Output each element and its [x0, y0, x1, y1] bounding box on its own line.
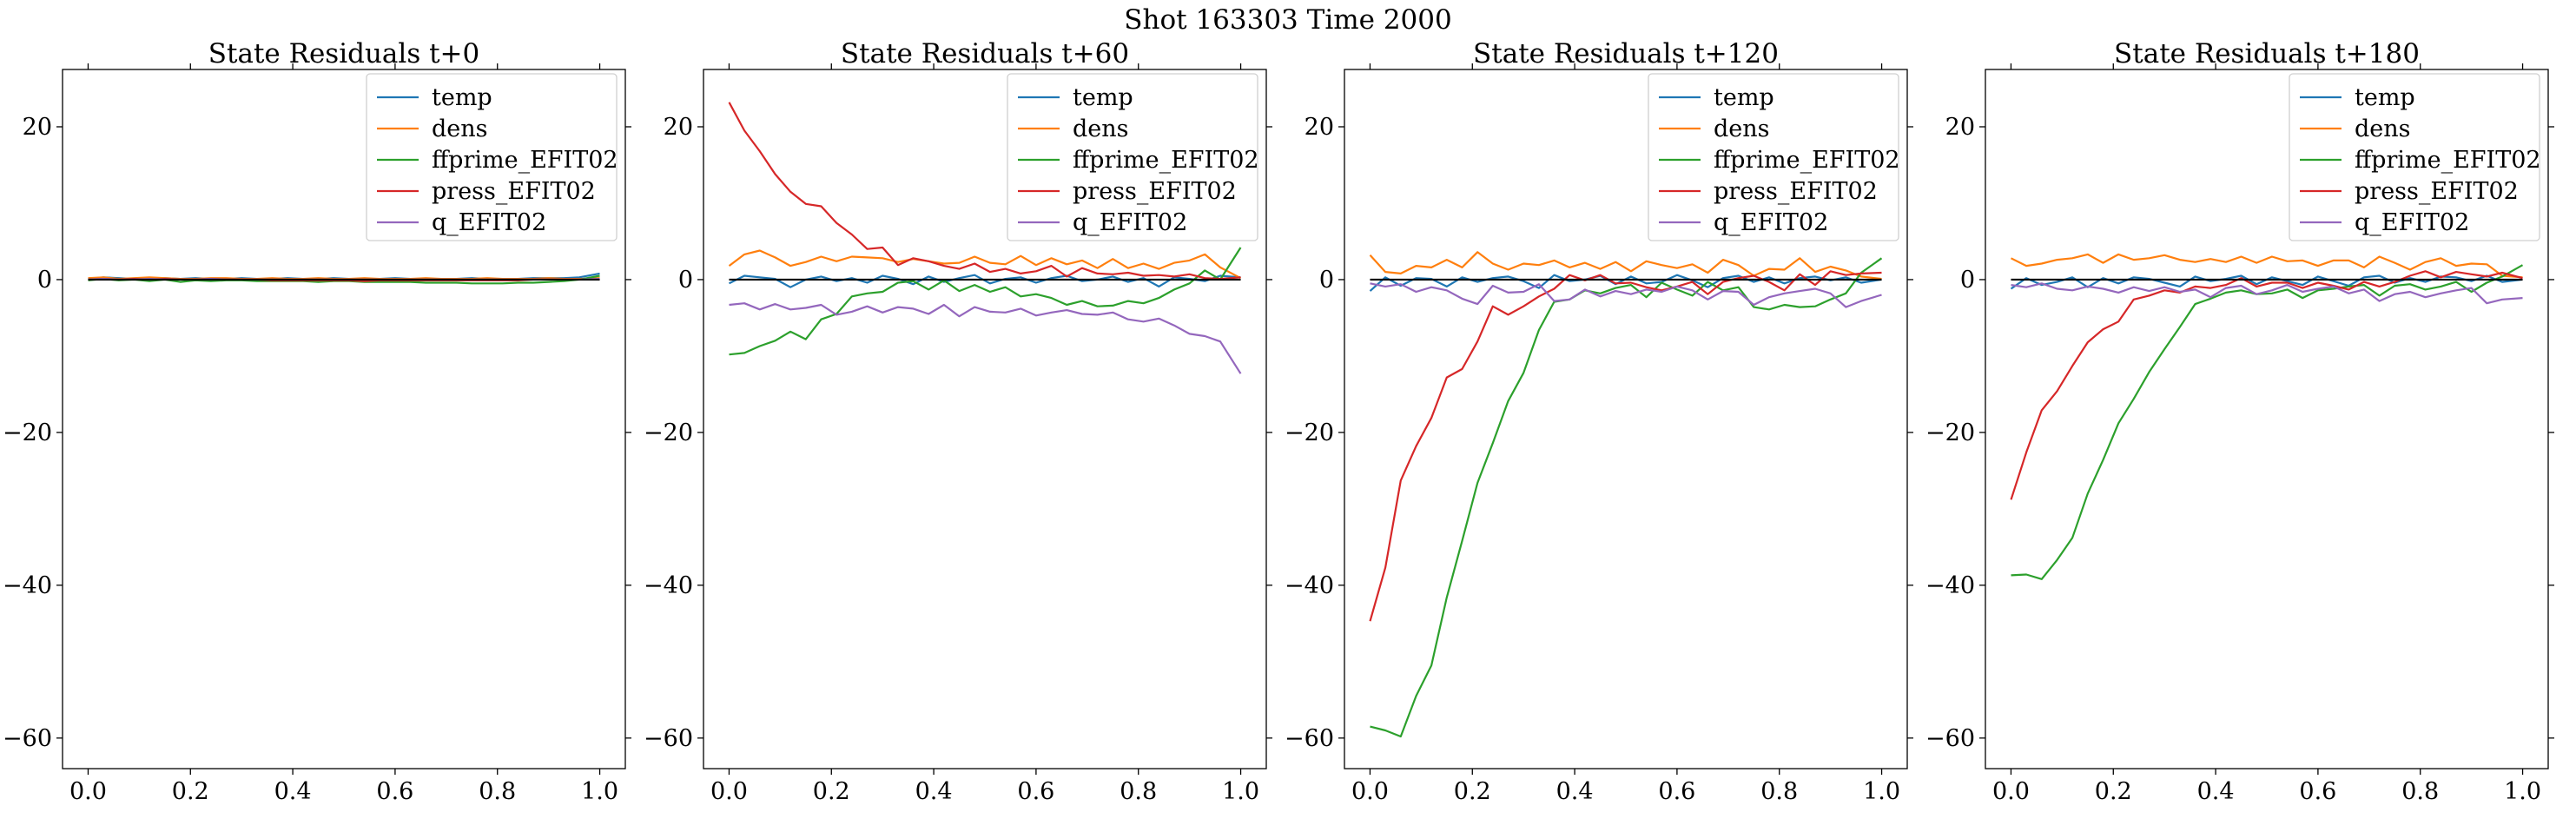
series-line-press_EFIT02: [728, 102, 1241, 281]
x-tick-label: 1.0: [581, 778, 618, 805]
y-tick-label: 0: [37, 267, 52, 294]
legend-label-ffprime_EFIT02: ffprime_EFIT02: [1714, 147, 1900, 174]
subplot-3: State Residuals t+120 0.0 0.2 0.4 0.6 0.8 1.0 2…: [1285, 38, 1913, 805]
legend: temp dens ffprime_EFIT02 press_EFIT02 q_EFIT…: [1648, 73, 1900, 241]
subplot-1: State Residuals t+0 0.0 0.2 0.4 0.6 0.8 1.0 20 0…: [3, 38, 631, 805]
series-line-ffprime_EFIT02: [1370, 257, 1883, 738]
y-tick-label: −40: [3, 572, 52, 599]
series-line-dens: [1369, 251, 1882, 281]
x-tick-label: 0.6: [376, 778, 413, 805]
axes-frame: [62, 69, 626, 769]
y-tick-label: −40: [644, 572, 693, 599]
y-tick-label: 0: [678, 267, 693, 294]
y-tick-label: 0: [1319, 267, 1334, 294]
x-tick-label: 0.4: [1556, 778, 1594, 805]
subplot-4: State Residuals t+180 0.0 0.2 0.4 0.6 0.8 1.0 2…: [1925, 38, 2554, 805]
y-tick-label: −40: [1925, 572, 1975, 599]
x-tick-label: 0.0: [710, 778, 748, 805]
subplot-title: State Residuals t+0: [208, 38, 479, 69]
series-line-dens: [2011, 253, 2523, 279]
legend-label-ffprime_EFIT02: ffprime_EFIT02: [432, 147, 618, 174]
legend-box: [2289, 73, 2540, 241]
x-tick-label: 0.2: [813, 778, 850, 805]
axes-frame: [703, 69, 1267, 769]
x-tick-label: 0.4: [2197, 778, 2235, 805]
series-line-temp: [729, 274, 1241, 288]
legend-label-q_EFIT02: q_EFIT02: [2355, 209, 2469, 236]
legend-label-temp: temp: [2355, 84, 2415, 111]
x-tick-label: 0.2: [1454, 778, 1491, 805]
legend-label-temp: temp: [1073, 84, 1133, 111]
legend: temp dens ffprime_EFIT02 press_EFIT02 q_EFIT…: [1007, 73, 1259, 241]
legend-box: [366, 73, 618, 241]
y-tick-label: −60: [3, 725, 52, 752]
x-tick-label: 0.6: [1017, 778, 1054, 805]
series-line-q_EFIT02: [2011, 282, 2523, 305]
legend-label-q_EFIT02: q_EFIT02: [432, 209, 546, 236]
series-line-dens: [728, 249, 1242, 280]
x-tick-label: 0.0: [1992, 778, 2030, 805]
subplot-title: State Residuals t+60: [841, 38, 1129, 69]
series-line-q_EFIT02: [1370, 282, 1882, 308]
x-tick-label: 0.2: [2095, 778, 2132, 805]
axes-frame: [1985, 69, 2549, 769]
series-line-q_EFIT02: [729, 302, 1242, 374]
axes-frame: [1344, 69, 1908, 769]
legend-label-press_EFIT02: press_EFIT02: [432, 178, 596, 205]
x-tick-label: 0.0: [1351, 778, 1389, 805]
legend-label-press_EFIT02: press_EFIT02: [2355, 178, 2519, 205]
x-tick-label: 1.0: [2504, 778, 2541, 805]
legend-label-dens: dens: [2355, 116, 2411, 142]
y-tick-label: −20: [644, 419, 693, 446]
legend-label-ffprime_EFIT02: ffprime_EFIT02: [1073, 147, 1259, 174]
legend-label-press_EFIT02: press_EFIT02: [1714, 178, 1878, 205]
subplot-title: State Residuals t+180: [2114, 38, 2420, 69]
legend-label-dens: dens: [432, 116, 488, 142]
series-line-ffprime_EFIT02: [729, 247, 1242, 356]
x-tick-label: 0.4: [915, 778, 953, 805]
y-tick-label: −20: [1285, 419, 1334, 446]
x-tick-label: 0.2: [172, 778, 209, 805]
y-tick-label: 20: [1945, 114, 1975, 141]
legend: temp dens ffprime_EFIT02 press_EFIT02 q_EFIT…: [2289, 73, 2541, 241]
legend-label-dens: dens: [1714, 116, 1770, 142]
y-tick-label: −60: [1285, 725, 1334, 752]
legend-label-q_EFIT02: q_EFIT02: [1073, 209, 1187, 236]
legend-label-temp: temp: [432, 84, 492, 111]
x-tick-label: 0.6: [2299, 778, 2336, 805]
legend-label-press_EFIT02: press_EFIT02: [1073, 178, 1237, 205]
legend-box: [1007, 73, 1258, 241]
x-tick-label: 0.0: [69, 778, 107, 805]
y-tick-label: 20: [664, 114, 693, 141]
x-tick-label: 1.0: [1222, 778, 1259, 805]
legend-box: [1648, 73, 1899, 241]
x-tick-label: 0.6: [1658, 778, 1695, 805]
x-tick-label: 0.8: [1120, 778, 1157, 805]
y-tick-label: −20: [3, 419, 52, 446]
legend-label-ffprime_EFIT02: ffprime_EFIT02: [2355, 147, 2541, 174]
y-tick-label: −20: [1925, 419, 1975, 446]
y-tick-label: −60: [644, 725, 693, 752]
legend: temp dens ffprime_EFIT02 press_EFIT02 q_EFIT…: [366, 73, 618, 241]
subplot-2: State Residuals t+60 0.0 0.2 0.4 0.6 0.8 1.0 20…: [644, 38, 1272, 805]
legend-label-q_EFIT02: q_EFIT02: [1714, 209, 1828, 236]
x-tick-label: 0.4: [274, 778, 312, 805]
y-tick-label: −40: [1285, 572, 1334, 599]
x-tick-label: 1.0: [1863, 778, 1900, 805]
y-tick-label: 20: [23, 114, 52, 141]
series-line-press_EFIT02: [1369, 270, 1882, 622]
subplot-title: State Residuals t+120: [1473, 38, 1779, 69]
series-line-ffprime_EFIT02: [2011, 264, 2524, 580]
x-tick-label: 0.8: [1760, 778, 1798, 805]
x-tick-label: 0.8: [2401, 778, 2439, 805]
legend-label-dens: dens: [1073, 116, 1129, 142]
legend-label-temp: temp: [1714, 84, 1774, 111]
x-tick-label: 0.8: [479, 778, 516, 805]
y-tick-label: 0: [1960, 267, 1975, 294]
series-line-press_EFIT02: [2010, 270, 2523, 500]
y-tick-label: 20: [1305, 114, 1334, 141]
figure-title: Shot 163303 Time 2000: [1124, 4, 1451, 36]
y-tick-label: −60: [1925, 725, 1975, 752]
